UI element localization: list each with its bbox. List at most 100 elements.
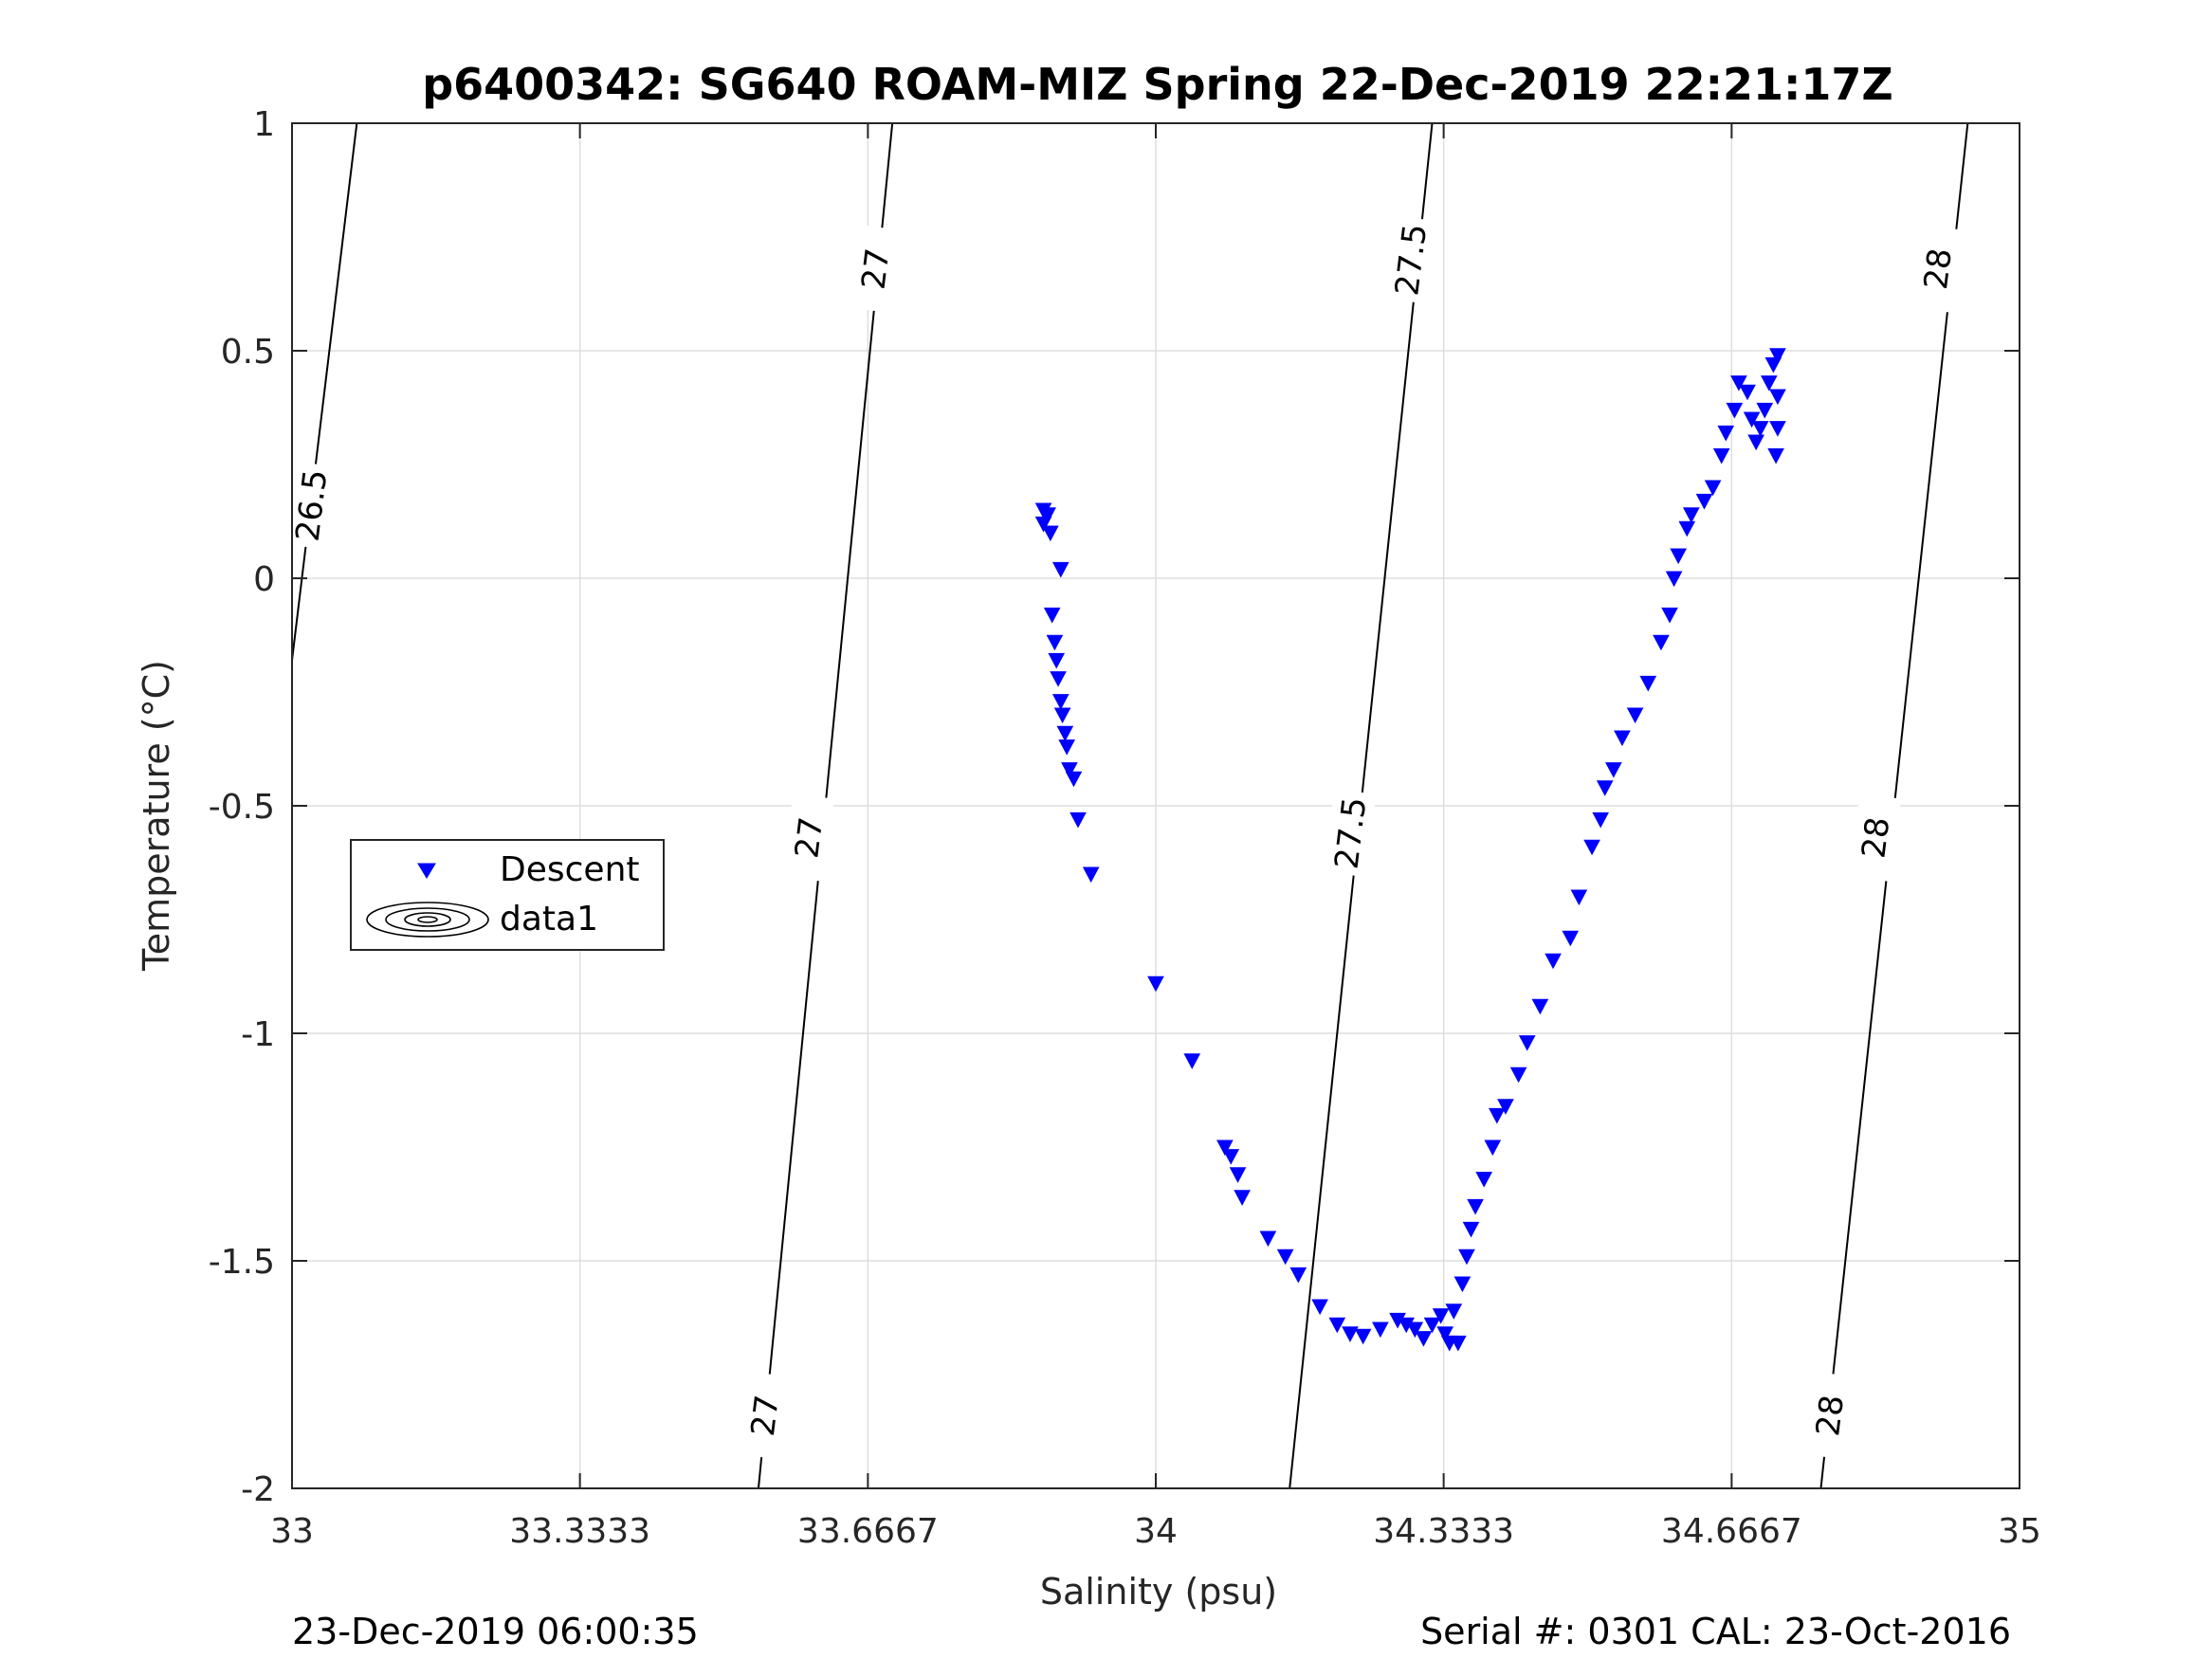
contour-label-3: 27	[739, 1371, 791, 1460]
contour-label-bg-2	[782, 793, 834, 882]
descent-point-58	[1604, 762, 1622, 778]
descent-point-60	[1626, 707, 1644, 724]
x-tick-label-3: 34	[1134, 1512, 1178, 1551]
descent-point-81	[1769, 348, 1786, 364]
descent-point-1	[1039, 507, 1056, 523]
contour-label-bg-5	[1324, 789, 1377, 878]
y-tick-label-0: -2	[241, 1470, 275, 1509]
descent-point-15	[1069, 811, 1087, 829]
descent-point-7	[1048, 652, 1066, 669]
descent-point-65	[1670, 548, 1687, 565]
descent-point-40	[1450, 1335, 1467, 1352]
descent-point-53	[1562, 930, 1580, 947]
descent-point-62	[1653, 634, 1670, 651]
descent-point-2	[1034, 516, 1052, 533]
legend: Descent data1	[350, 839, 665, 951]
contour-label-text-1: 27	[854, 246, 897, 292]
contour-label-1: 27	[849, 225, 902, 313]
descent-point-52	[1545, 953, 1562, 970]
descent-point-79	[1760, 375, 1778, 392]
descent-point-50	[1518, 1035, 1536, 1051]
descent-point-8	[1050, 671, 1067, 687]
descent-point-68	[1695, 493, 1713, 510]
descent-point-35	[1423, 1317, 1441, 1334]
descent-point-29	[1354, 1328, 1372, 1345]
descent-point-55	[1583, 839, 1600, 856]
descent-point-70	[1712, 447, 1730, 465]
descent-point-84	[1767, 447, 1784, 465]
descent-point-69	[1704, 480, 1722, 497]
descent-point-83	[1769, 421, 1786, 437]
contour-label-2: 27	[782, 793, 834, 882]
legend-data1-label: data1	[500, 900, 598, 939]
legend-descent-marker	[417, 863, 436, 879]
descent-point-36	[1432, 1308, 1450, 1324]
descent-point-59	[1614, 730, 1631, 747]
contour-label-7: 28	[1849, 793, 1902, 882]
descent-point-34	[1415, 1331, 1433, 1347]
descent-point-4	[1051, 561, 1069, 578]
x-axis-label: Salinity (psu)	[1040, 1571, 1277, 1613]
descent-point-24	[1276, 1249, 1294, 1266]
descent-point-64	[1665, 571, 1683, 588]
descent-point-22	[1234, 1190, 1251, 1206]
descent-series	[1034, 348, 1786, 1352]
descent-point-47	[1489, 1107, 1506, 1124]
descent-point-33	[1406, 1322, 1424, 1339]
x-tick-label-1: 33.3333	[509, 1512, 650, 1551]
descent-point-63	[1661, 607, 1678, 624]
x-tick-label-0: 33	[270, 1512, 314, 1551]
descent-point-25	[1289, 1267, 1307, 1284]
descent-point-19	[1216, 1139, 1234, 1157]
descent-point-66	[1678, 520, 1696, 538]
contour-label-text-4: 27.5	[1388, 222, 1435, 298]
contour-label-bg-1	[849, 225, 902, 313]
contour-label-text-2: 27	[788, 815, 831, 861]
contour-label-text-5: 27.5	[1328, 795, 1375, 871]
descent-point-6	[1046, 634, 1064, 651]
descent-point-14	[1065, 771, 1083, 788]
descent-point-3	[1042, 525, 1059, 542]
density-contour-26-5	[291, 122, 358, 661]
contour-label-bg-4	[1384, 215, 1436, 304]
descent-point-82	[1769, 389, 1786, 406]
contour-label-4: 27.5	[1384, 215, 1436, 304]
x-tick-label-4: 34.3333	[1373, 1512, 1514, 1551]
descent-point-51	[1531, 998, 1549, 1015]
descent-point-9	[1051, 694, 1069, 710]
descent-point-39	[1445, 1304, 1463, 1320]
descent-point-16	[1082, 866, 1100, 884]
descent-point-61	[1639, 675, 1657, 692]
descent-point-76	[1747, 434, 1764, 451]
contour-label-bg-8	[1803, 1371, 1856, 1460]
contour-label-text-8: 28	[1809, 1393, 1852, 1438]
descent-point-17	[1147, 975, 1164, 993]
descent-point-28	[1342, 1326, 1359, 1342]
footer-timestamp: 23-Dec-2019 06:00:35	[292, 1611, 699, 1652]
contour-label-text-0: 26.5	[289, 467, 336, 543]
contour-label-bg-6	[1911, 225, 1964, 313]
contour-label-text-6: 28	[1917, 246, 1960, 292]
descent-point-20	[1222, 1149, 1240, 1165]
legend-contour-icon	[366, 902, 489, 938]
x-axis-ticks: 33 33.3333 33.6667 34 34.3333 34.6667 35	[270, 123, 2041, 1551]
descent-point-44	[1467, 1198, 1484, 1215]
contour-label-text-7: 28	[1855, 815, 1897, 861]
descent-point-75	[1743, 411, 1761, 428]
descent-point-21	[1229, 1167, 1247, 1183]
y-axis-label: Temperature (°C)	[136, 660, 177, 972]
descent-point-57	[1596, 780, 1614, 796]
descent-point-77	[1751, 421, 1769, 437]
descent-point-45	[1475, 1172, 1493, 1188]
y-tick-label-1: -1.5	[209, 1243, 275, 1282]
legend-box	[350, 839, 665, 951]
descent-point-5	[1043, 607, 1061, 624]
descent-point-41	[1453, 1276, 1472, 1293]
descent-point-30	[1372, 1322, 1389, 1339]
y-tick-label-3: -0.5	[209, 788, 275, 827]
descent-point-11	[1056, 725, 1074, 742]
x-tick-label-5: 34.6667	[1661, 1512, 1802, 1551]
contour-label-8: 28	[1803, 1371, 1856, 1460]
contour-label-text-3: 27	[744, 1393, 787, 1438]
